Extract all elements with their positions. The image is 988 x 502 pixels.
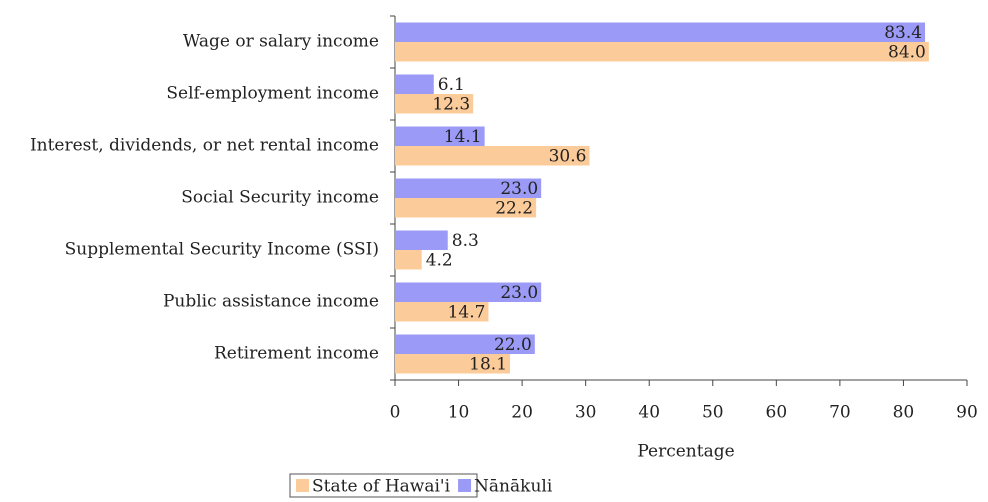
y-tick-label: Social Security income <box>181 188 379 208</box>
bar <box>395 230 448 250</box>
bar <box>395 198 537 218</box>
y-tick-label: Public assistance income <box>163 292 379 312</box>
x-tick-label: 90 <box>956 403 978 423</box>
y-tick-label: Self-employment income <box>166 84 379 104</box>
bar <box>395 22 926 42</box>
y-tick-label: Supplemental Security Income (SSI) <box>65 240 379 260</box>
bar <box>395 250 422 270</box>
bar <box>395 74 434 94</box>
bar <box>395 126 485 146</box>
value-label: 84.0 <box>888 42 926 62</box>
legend-swatch <box>296 479 309 492</box>
bar <box>395 282 542 302</box>
bar <box>395 146 590 166</box>
value-label: 30.6 <box>549 146 587 166</box>
x-tick-label: 70 <box>829 403 851 423</box>
value-label: 12.3 <box>432 94 470 114</box>
value-label: 18.1 <box>469 354 507 374</box>
y-tick-label: Wage or salary income <box>183 32 379 52</box>
legend-label: State of Hawai'i <box>312 477 451 497</box>
x-tick-label: 10 <box>448 403 470 423</box>
value-label: 83.4 <box>884 23 922 43</box>
y-tick-label: Interest, dividends, or net rental incom… <box>30 136 379 156</box>
x-tick-label: 20 <box>511 403 533 423</box>
x-tick-label: 80 <box>893 403 915 423</box>
x-tick-label: 60 <box>766 403 788 423</box>
bar <box>395 354 511 374</box>
x-tick-label: 30 <box>575 403 597 423</box>
bar <box>395 94 474 114</box>
value-label: 23.0 <box>500 179 538 199</box>
value-label: 8.3 <box>452 231 479 251</box>
value-label: 22.2 <box>495 198 533 218</box>
x-tick-label: 50 <box>702 403 724 423</box>
value-label: 14.1 <box>444 127 482 147</box>
bar <box>395 334 535 354</box>
value-label: 6.1 <box>438 75 465 95</box>
value-label: 14.7 <box>448 302 486 322</box>
legend-label: Nānākuli <box>474 477 553 497</box>
legend-swatch <box>458 479 472 492</box>
y-tick-label: Retirement income <box>214 344 379 364</box>
x-axis-label: Percentage <box>637 442 734 462</box>
bar <box>395 178 542 198</box>
legend-box <box>289 473 478 498</box>
x-tick-label: 40 <box>638 403 660 423</box>
value-label: 4.2 <box>426 250 453 270</box>
x-tick-label: 0 <box>390 403 401 423</box>
bar <box>395 302 489 322</box>
bar <box>395 42 929 62</box>
value-label: 23.0 <box>500 283 538 303</box>
value-label: 22.0 <box>494 335 532 355</box>
